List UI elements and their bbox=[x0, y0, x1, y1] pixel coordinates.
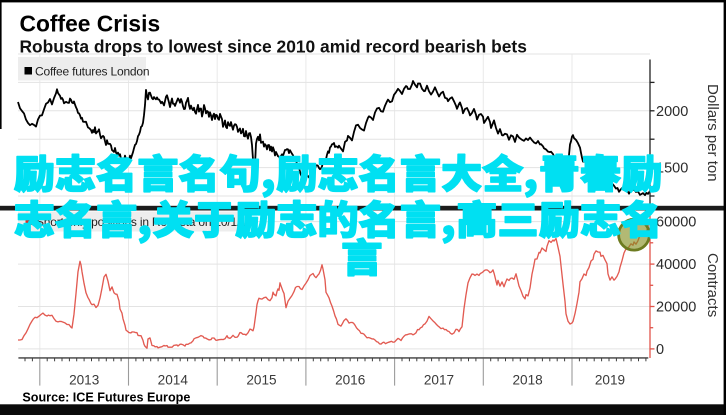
svg-text:Coffee Crisis: Coffee Crisis bbox=[20, 11, 161, 37]
svg-text:Coffee futures London: Coffee futures London bbox=[35, 64, 149, 78]
svg-text:20000: 20000 bbox=[656, 300, 696, 316]
svg-text:60000: 60000 bbox=[656, 215, 696, 231]
svg-text:2017: 2017 bbox=[424, 373, 454, 388]
svg-text:Dollars per ton: Dollars per ton bbox=[704, 84, 721, 182]
svg-text:0: 0 bbox=[656, 342, 664, 358]
svg-text:2016: 2016 bbox=[335, 373, 365, 388]
svg-text:2018: 2018 bbox=[512, 373, 542, 388]
svg-text:Robusta drops to lowest since: Robusta drops to lowest since 2010 amid … bbox=[20, 36, 527, 56]
svg-text:2014: 2014 bbox=[158, 373, 189, 388]
svg-text:40000: 40000 bbox=[656, 257, 696, 273]
svg-text:2013: 2013 bbox=[69, 373, 99, 388]
svg-text:2000: 2000 bbox=[656, 104, 688, 120]
svg-text:Contracts: Contracts bbox=[704, 253, 721, 317]
svg-text:2015: 2015 bbox=[246, 373, 276, 388]
svg-text:1500: 1500 bbox=[656, 161, 688, 177]
svg-text:Source: ICE Futures Europe: Source: ICE Futures Europe bbox=[22, 390, 190, 404]
svg-text:2019: 2019 bbox=[595, 373, 625, 388]
